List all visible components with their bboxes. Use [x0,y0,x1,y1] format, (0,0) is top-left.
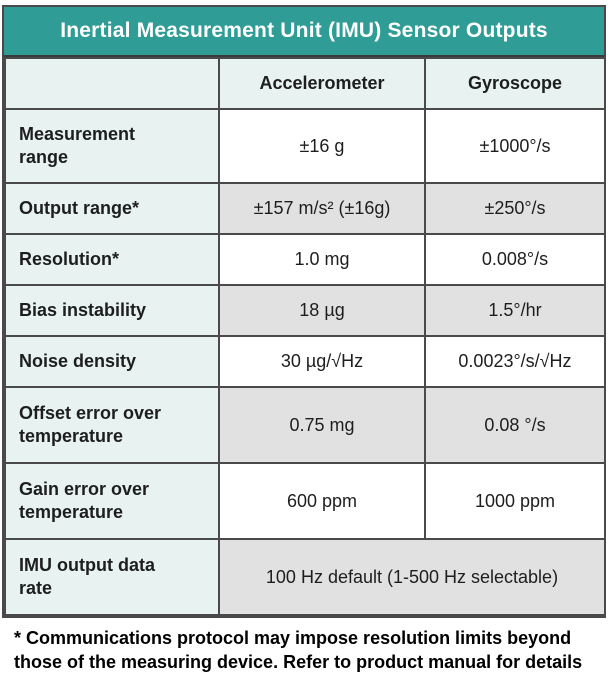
header-empty-cell [4,57,220,110]
accelerometer-value: ±157 m/s² (±16g) [218,182,426,235]
accelerometer-value: 18 µg [218,284,426,337]
footnote: * Communications protocol may impose res… [14,628,583,672]
spec-table: Accelerometer Gyroscope Measurement rang… [4,57,606,616]
row-label: Gain error over temperature [4,462,220,540]
gyroscope-value: 0.08 °/s [424,386,606,464]
row-label: Output range* [4,182,220,235]
gyroscope-value: ±1000°/s [424,108,606,184]
table-row-output-data-rate: IMU output data rate 100 Hz default (1-5… [4,538,606,616]
row-label: Noise density [4,335,220,388]
table-row-output-range: Output range* ±157 m/s² (±16g) ±250°/s [4,182,606,235]
table-row-offset-error: Offset error over temperature 0.75 mg 0.… [4,386,606,464]
header-row: Accelerometer Gyroscope [4,57,606,110]
table-row-measurement-range: Measurement range ±16 g ±1000°/s [4,108,606,184]
gyroscope-value: 1.5°/hr [424,284,606,337]
accelerometer-value: ±16 g [218,108,426,184]
accelerometer-value: 0.75 mg [218,386,426,464]
accelerometer-value: 1.0 mg [218,233,426,286]
row-label: IMU output data rate [4,538,220,616]
table-title: Inertial Measurement Unit (IMU) Sensor O… [4,7,604,57]
header-accelerometer: Accelerometer [218,57,426,110]
gyroscope-value: ±250°/s [424,182,606,235]
table-row-resolution: Resolution* 1.0 mg 0.008°/s [4,233,606,286]
combined-value: 100 Hz default (1-500 Hz selectable) [218,538,606,616]
table-row-bias-instability: Bias instability 18 µg 1.5°/hr [4,284,606,337]
accelerometer-value: 600 ppm [218,462,426,540]
row-label: Resolution* [4,233,220,286]
gyroscope-value: 1000 ppm [424,462,606,540]
accelerometer-value: 30 µg/√Hz [218,335,426,388]
row-label: Bias instability [4,284,220,337]
imu-spec-table: Inertial Measurement Unit (IMU) Sensor O… [2,5,606,618]
gyroscope-value: 0.008°/s [424,233,606,286]
table-row-gain-error: Gain error over temperature 600 ppm 1000… [4,462,606,540]
header-gyroscope: Gyroscope [424,57,606,110]
table-row-noise-density: Noise density 30 µg/√Hz 0.0023°/s/√Hz [4,335,606,388]
row-label: Offset error over temperature [4,386,220,464]
gyroscope-value: 0.0023°/s/√Hz [424,335,606,388]
row-label: Measurement range [4,108,220,184]
